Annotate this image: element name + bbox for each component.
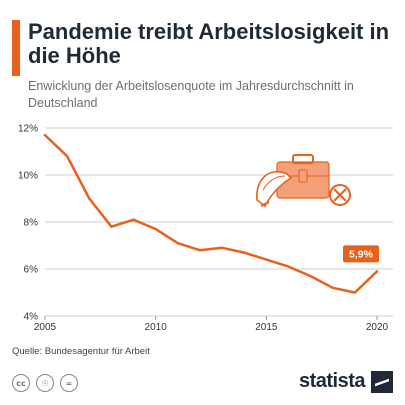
data-point [154, 228, 157, 230]
data-point [66, 155, 68, 157]
series-line [43, 133, 379, 294]
data-point [354, 291, 356, 294]
grid-lines [45, 127, 393, 317]
y-tick-label: 4% [24, 312, 39, 323]
y-tick-label: 6% [24, 265, 39, 276]
data-point [132, 218, 135, 221]
hard-hat-icon [256, 171, 293, 208]
data-point [177, 242, 179, 244]
brand-logo[interactable]: statista [299, 370, 393, 393]
data-point [110, 225, 113, 228]
value-callout: 5,9% [343, 245, 379, 263]
x-tick-label: 2015 [255, 322, 278, 333]
y-tick-label: 8% [24, 218, 39, 229]
data-point [221, 247, 223, 249]
x-tick-label: 2010 [145, 322, 168, 333]
x-tick-label: 2020 [366, 322, 389, 333]
y-tick-labels: 4% 6% 8% 10% 12% [18, 124, 38, 323]
chart-subtitle: Enwicklung der Arbeitslosenquote im Jahr… [28, 79, 354, 110]
attribution-icon[interactable]: ☉ [36, 374, 54, 392]
y-tick-label: 10% [18, 171, 38, 182]
data-point [309, 275, 312, 277]
accent-bar [12, 20, 20, 76]
license-icons: cc ☉ = [12, 374, 78, 392]
x-tick-label: 2005 [34, 322, 57, 333]
data-point [265, 258, 268, 261]
callout-box [343, 245, 379, 263]
callout-label: 5,9% [349, 248, 374, 260]
data-point [199, 249, 201, 251]
data-points [44, 134, 378, 294]
source-note: Quelle: Bundesagentur für Arbeit [12, 346, 150, 357]
data-point [287, 265, 290, 268]
data-point [88, 197, 91, 200]
statista-icon [371, 370, 393, 393]
illustration [256, 154, 351, 208]
data-point [331, 287, 334, 289]
y-tick-label: 12% [18, 124, 38, 135]
cross-circle-icon [329, 184, 351, 206]
data-point [376, 270, 378, 273]
brand-name: statista [298, 370, 366, 392]
briefcase-icon [276, 154, 330, 199]
data-point [243, 251, 245, 254]
x-tick-labels: 2005 2010 2015 2020 [34, 316, 389, 333]
data-point [44, 134, 46, 136]
cc-license-icon[interactable]: cc [12, 374, 30, 392]
chart-title: Pandemie treibt Arbeitslosigkeit in die … [28, 19, 390, 68]
no-derivatives-icon[interactable]: = [60, 374, 78, 392]
